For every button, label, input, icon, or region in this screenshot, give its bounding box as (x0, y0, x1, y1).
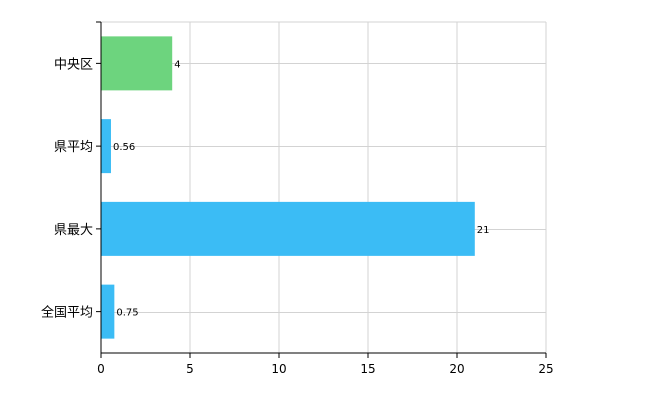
category-label: 中央区 (54, 57, 93, 72)
x-tick-label: 10 (271, 362, 286, 376)
bar-4 (101, 284, 115, 339)
axes (96, 21, 547, 358)
bar-3 (101, 201, 475, 256)
data-label-1: 4 (174, 59, 180, 70)
data-label-4: 0.75 (116, 308, 138, 319)
x-tick-label: 5 (186, 362, 194, 376)
category-label: 全国平均 (41, 305, 93, 321)
x-tick-label: 15 (360, 362, 375, 376)
x-tick-label: 25 (538, 362, 553, 376)
x-tick-label: 20 (449, 362, 464, 376)
category-label: 県最大 (54, 223, 93, 238)
bar-2 (101, 119, 111, 174)
data-label-2: 0.56 (113, 142, 135, 153)
category-label: 県平均 (54, 140, 93, 155)
bars (101, 36, 475, 339)
bar-1 (101, 36, 173, 91)
x-tick-label: 0 (97, 362, 105, 376)
data-label-3: 21 (477, 225, 490, 236)
